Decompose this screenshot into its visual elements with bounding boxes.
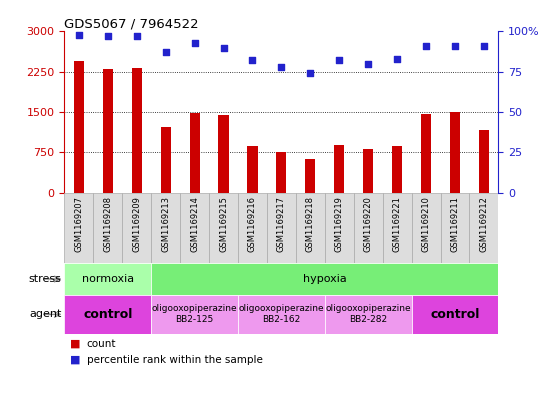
Text: hypoxia: hypoxia bbox=[303, 274, 347, 284]
Text: oligooxopiperazine
BB2-282: oligooxopiperazine BB2-282 bbox=[325, 304, 411, 325]
Point bbox=[364, 61, 373, 67]
Point bbox=[277, 64, 286, 70]
Bar bbox=[209, 193, 238, 263]
Bar bbox=[412, 295, 498, 334]
Text: ■: ■ bbox=[70, 354, 81, 365]
Text: GSM1169219: GSM1169219 bbox=[335, 196, 344, 252]
Text: GSM1169215: GSM1169215 bbox=[219, 196, 228, 252]
Bar bbox=[151, 263, 498, 295]
Text: agent: agent bbox=[29, 309, 62, 320]
Point bbox=[132, 33, 141, 39]
Bar bbox=[354, 193, 382, 263]
Bar bbox=[392, 146, 402, 193]
Bar bbox=[180, 193, 209, 263]
Text: GDS5067 / 7964522: GDS5067 / 7964522 bbox=[64, 17, 199, 30]
Bar bbox=[363, 149, 374, 193]
Bar bbox=[276, 152, 287, 193]
Point bbox=[335, 57, 344, 64]
Bar bbox=[151, 295, 238, 334]
Bar bbox=[94, 193, 122, 263]
Text: percentile rank within the sample: percentile rank within the sample bbox=[87, 354, 263, 365]
Bar bbox=[189, 113, 200, 193]
Bar bbox=[238, 295, 325, 334]
Bar bbox=[450, 112, 460, 193]
Bar bbox=[248, 146, 258, 193]
Bar bbox=[102, 69, 113, 193]
Bar bbox=[64, 263, 151, 295]
Text: GSM1169221: GSM1169221 bbox=[393, 196, 402, 252]
Bar bbox=[325, 295, 412, 334]
Text: count: count bbox=[87, 339, 116, 349]
Bar bbox=[122, 193, 151, 263]
Point bbox=[103, 33, 112, 39]
Text: oligooxopiperazine
BB2-162: oligooxopiperazine BB2-162 bbox=[239, 304, 324, 325]
Text: GSM1169209: GSM1169209 bbox=[132, 196, 141, 252]
Text: control: control bbox=[430, 308, 480, 321]
Bar bbox=[267, 193, 296, 263]
Point bbox=[450, 43, 459, 49]
Text: GSM1169207: GSM1169207 bbox=[74, 196, 83, 252]
Point bbox=[306, 70, 315, 77]
Text: oligooxopiperazine
BB2-125: oligooxopiperazine BB2-125 bbox=[152, 304, 237, 325]
Text: GSM1169218: GSM1169218 bbox=[306, 196, 315, 252]
Text: stress: stress bbox=[29, 274, 62, 284]
Bar bbox=[325, 193, 354, 263]
Text: control: control bbox=[83, 308, 133, 321]
Bar bbox=[334, 145, 344, 193]
Bar bbox=[74, 61, 84, 193]
Text: GSM1169220: GSM1169220 bbox=[363, 196, 373, 252]
Text: GSM1169214: GSM1169214 bbox=[190, 196, 199, 252]
Bar bbox=[469, 193, 498, 263]
Point bbox=[393, 56, 402, 62]
Point bbox=[248, 57, 257, 64]
Bar bbox=[161, 127, 171, 193]
Bar bbox=[412, 193, 441, 263]
Bar bbox=[132, 68, 142, 193]
Text: GSM1169213: GSM1169213 bbox=[161, 196, 170, 252]
Point bbox=[422, 43, 431, 49]
Text: GSM1169208: GSM1169208 bbox=[103, 196, 113, 252]
Point bbox=[190, 40, 199, 46]
Bar bbox=[151, 193, 180, 263]
Point bbox=[74, 31, 83, 38]
Bar bbox=[238, 193, 267, 263]
Text: GSM1169212: GSM1169212 bbox=[479, 196, 488, 252]
Point bbox=[161, 49, 170, 55]
Bar bbox=[64, 193, 94, 263]
Point bbox=[219, 44, 228, 51]
Text: GSM1169217: GSM1169217 bbox=[277, 196, 286, 252]
Bar bbox=[64, 295, 151, 334]
Bar bbox=[479, 130, 489, 193]
Bar bbox=[296, 193, 325, 263]
Bar bbox=[218, 115, 228, 193]
Bar bbox=[305, 159, 315, 193]
Point bbox=[479, 43, 488, 49]
Bar bbox=[441, 193, 469, 263]
Text: normoxia: normoxia bbox=[82, 274, 134, 284]
Bar bbox=[421, 114, 431, 193]
Text: GSM1169210: GSM1169210 bbox=[422, 196, 431, 252]
Bar bbox=[382, 193, 412, 263]
Text: ■: ■ bbox=[70, 339, 81, 349]
Text: GSM1169216: GSM1169216 bbox=[248, 196, 257, 252]
Text: GSM1169211: GSM1169211 bbox=[450, 196, 460, 252]
